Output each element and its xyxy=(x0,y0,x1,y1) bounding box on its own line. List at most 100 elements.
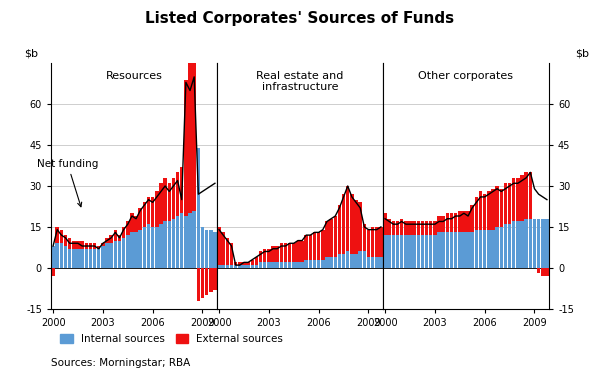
Bar xyxy=(541,219,545,268)
Bar xyxy=(388,235,391,268)
Bar xyxy=(545,219,548,268)
Bar xyxy=(263,262,266,268)
Bar xyxy=(362,251,366,268)
Bar xyxy=(404,235,407,268)
Bar xyxy=(342,194,346,254)
Bar xyxy=(167,183,171,221)
Bar xyxy=(396,235,399,268)
Bar xyxy=(59,230,63,243)
Bar xyxy=(118,241,121,268)
Bar xyxy=(458,232,461,268)
Bar xyxy=(280,243,283,262)
Bar xyxy=(500,189,503,227)
Bar xyxy=(325,257,329,268)
Bar xyxy=(416,221,420,235)
Bar xyxy=(508,224,511,268)
Bar xyxy=(105,243,109,268)
Bar xyxy=(80,249,84,268)
Bar xyxy=(80,241,84,249)
Bar xyxy=(292,262,296,268)
Bar xyxy=(52,268,55,276)
Bar xyxy=(176,172,179,216)
Bar xyxy=(72,249,76,268)
Bar xyxy=(113,241,117,268)
Bar xyxy=(296,241,299,262)
Bar xyxy=(254,257,258,265)
Bar xyxy=(217,227,221,265)
Bar xyxy=(163,178,167,221)
Text: Listed Corporates' Sources of Funds: Listed Corporates' Sources of Funds xyxy=(145,11,455,26)
Bar xyxy=(379,227,383,257)
Bar xyxy=(358,251,362,268)
Bar xyxy=(412,235,416,268)
Bar xyxy=(408,235,412,268)
Bar xyxy=(408,221,412,235)
Bar xyxy=(118,235,121,241)
Bar xyxy=(139,208,142,230)
Bar xyxy=(425,235,428,268)
Bar xyxy=(454,213,457,232)
Bar xyxy=(500,227,503,268)
Bar xyxy=(130,213,134,232)
Bar xyxy=(425,221,428,235)
Bar xyxy=(479,192,482,230)
Bar xyxy=(367,230,370,257)
Bar xyxy=(254,265,258,268)
Bar xyxy=(213,268,217,290)
Bar xyxy=(362,224,366,251)
Bar xyxy=(159,224,163,268)
Bar xyxy=(271,262,275,268)
Bar xyxy=(105,238,109,243)
Bar xyxy=(516,221,520,268)
Bar xyxy=(188,213,192,268)
Bar xyxy=(512,178,515,221)
Bar xyxy=(193,33,196,211)
Bar xyxy=(437,216,441,232)
Bar xyxy=(147,197,150,224)
Bar xyxy=(496,186,499,227)
Text: Sources: Morningstar; RBA: Sources: Morningstar; RBA xyxy=(51,358,190,368)
Bar xyxy=(450,213,453,232)
Bar xyxy=(176,216,179,268)
Bar xyxy=(537,219,541,268)
Bar xyxy=(317,260,320,268)
Bar xyxy=(275,246,279,262)
Bar xyxy=(371,227,374,257)
Bar xyxy=(143,202,146,227)
Bar xyxy=(251,265,254,268)
Bar xyxy=(491,230,495,268)
Bar xyxy=(238,265,242,268)
Bar xyxy=(479,230,482,268)
Bar xyxy=(64,235,67,246)
Bar xyxy=(433,235,437,268)
Bar xyxy=(89,243,92,249)
Bar xyxy=(416,235,420,268)
Bar xyxy=(130,232,134,268)
Bar xyxy=(226,265,229,268)
Bar xyxy=(151,227,154,268)
Bar xyxy=(167,221,171,268)
Bar xyxy=(342,254,346,268)
Bar xyxy=(59,243,63,268)
Bar xyxy=(512,221,515,268)
Bar xyxy=(354,200,358,254)
Text: $b: $b xyxy=(575,48,590,58)
Bar xyxy=(263,249,266,262)
Bar xyxy=(197,148,200,268)
Bar xyxy=(101,243,104,246)
Bar xyxy=(139,230,142,268)
Bar xyxy=(442,216,445,232)
Bar xyxy=(367,257,370,268)
Bar xyxy=(242,265,246,268)
Bar xyxy=(234,265,238,268)
Bar xyxy=(180,213,184,268)
Bar xyxy=(267,262,271,268)
Bar xyxy=(503,183,507,224)
Text: Resources: Resources xyxy=(106,71,163,81)
Bar xyxy=(101,246,104,268)
Bar xyxy=(346,251,349,268)
Bar xyxy=(284,243,287,262)
Bar xyxy=(64,246,67,268)
Bar xyxy=(541,268,545,276)
Bar xyxy=(97,246,100,249)
